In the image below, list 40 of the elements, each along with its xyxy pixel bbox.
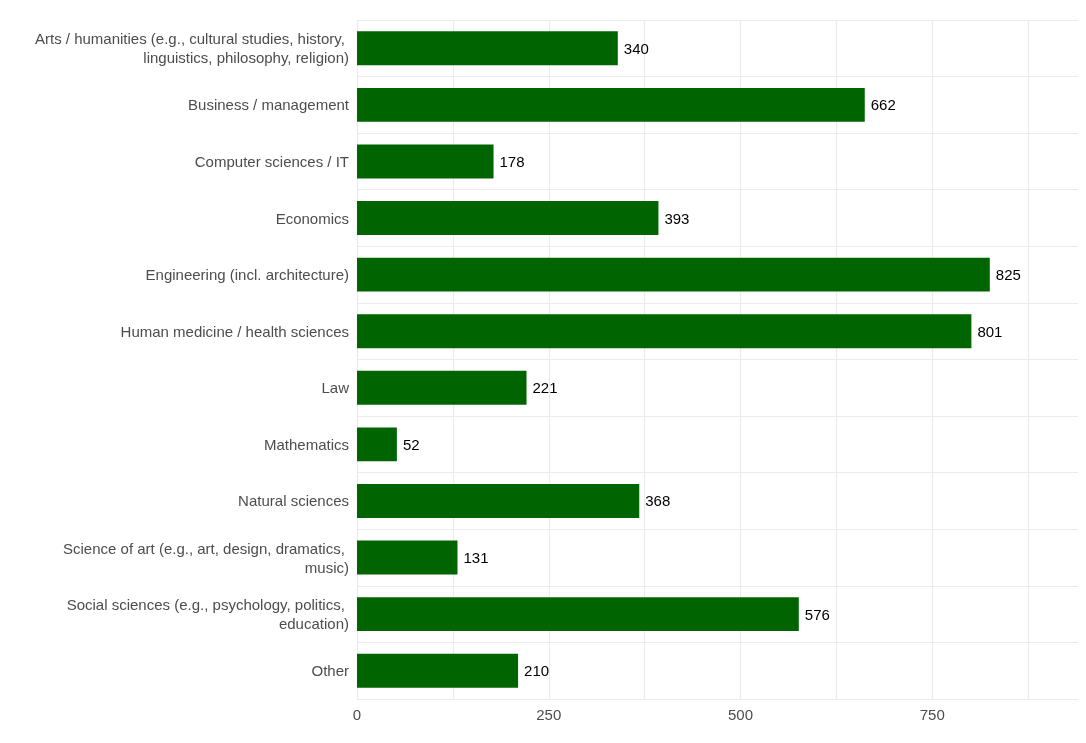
x-tick-label: 500 — [727, 706, 754, 723]
bar — [357, 31, 618, 66]
bar — [357, 144, 494, 179]
data-label: 131 — [463, 549, 489, 567]
data-label: 393 — [664, 209, 690, 227]
y-tick-label: Social sciences (e.g., psychology, politics, education) — [66, 596, 349, 633]
data-label: 801 — [977, 322, 1003, 340]
data-label: 340 — [623, 39, 649, 57]
data-label: 662 — [870, 96, 896, 114]
y-tick-label: Other — [311, 662, 349, 680]
data-label: 368 — [645, 492, 671, 510]
y-tick-label: Arts / humanities (e.g., cultural studies, history, linguistics, philosophy, religion) — [34, 30, 349, 67]
bar — [357, 87, 865, 122]
bar — [357, 540, 458, 575]
bar — [357, 597, 799, 632]
data-label: 221 — [532, 379, 558, 397]
y-tick-label: Engineering (incl. architecture) — [145, 266, 349, 284]
bar — [357, 257, 990, 292]
y-tick-label: Mathematics — [263, 435, 349, 453]
y-tick-label: Natural sciences — [238, 492, 349, 510]
x-tick-label: 750 — [919, 706, 945, 723]
data-label: 178 — [499, 152, 525, 170]
x-tick-label: 0 — [352, 706, 362, 723]
bar — [357, 201, 659, 236]
y-tick-label: Human medicine / health sciences — [120, 322, 349, 340]
data-label: 825 — [995, 266, 1021, 284]
bar — [357, 314, 972, 349]
data-label: 576 — [804, 605, 830, 623]
bar — [357, 483, 640, 518]
bar — [357, 427, 397, 462]
y-tick-label: Business / management — [188, 96, 350, 114]
y-tick-label: Economics — [275, 209, 349, 227]
y-tick-label: Law — [321, 379, 350, 397]
y-tick-label: Computer sciences / IT — [194, 152, 349, 170]
y-tick-label: Science of art (e.g., art, design, dramatics, music) — [63, 539, 349, 576]
bar — [357, 653, 519, 688]
x-tick-label: 250 — [536, 706, 562, 723]
data-label: 52 — [402, 435, 420, 453]
data-label: 210 — [524, 662, 550, 680]
bar — [357, 370, 527, 405]
